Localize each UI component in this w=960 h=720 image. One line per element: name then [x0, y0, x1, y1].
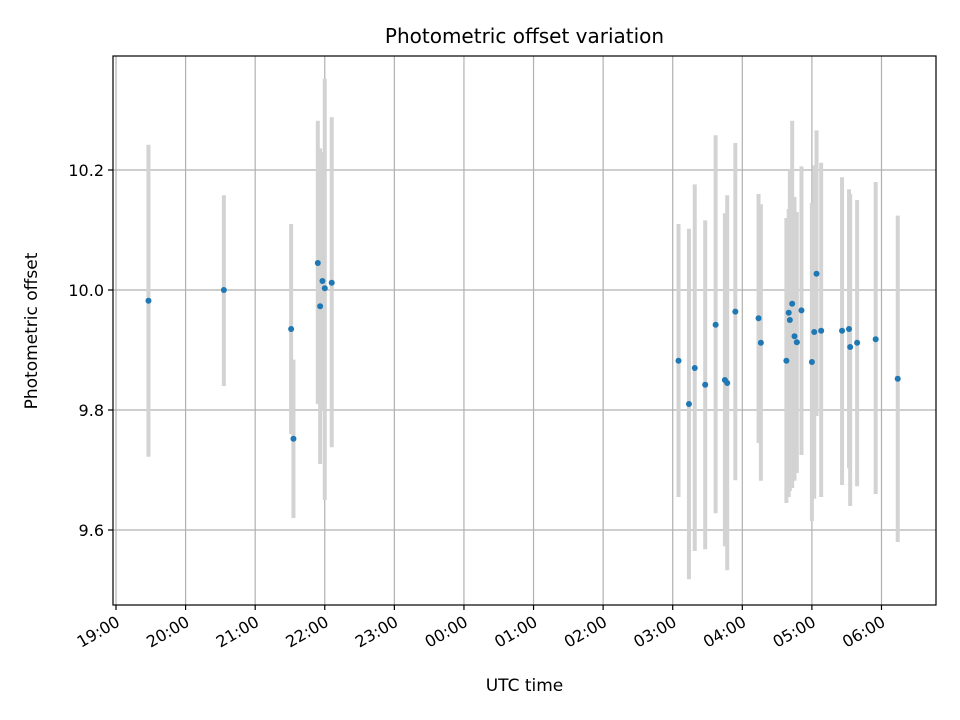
data-point: [791, 333, 798, 340]
data-point: [757, 339, 764, 346]
data-point: [755, 315, 762, 322]
data-point: [712, 321, 719, 328]
data-point: [839, 327, 846, 334]
y-tick-label: 9.8: [79, 401, 104, 420]
data-point: [145, 297, 152, 304]
data-point: [328, 279, 335, 286]
chart-title: Photometric offset variation: [385, 24, 664, 48]
data-point: [872, 336, 879, 343]
data-point: [846, 326, 853, 332]
data-point: [808, 359, 815, 365]
data-point: [732, 308, 739, 315]
data-point: [317, 303, 324, 310]
data-point: [785, 309, 792, 316]
y-tick-label: 9.6: [79, 521, 104, 540]
x-axis-label: UTC time: [486, 676, 564, 696]
data-point: [702, 381, 709, 388]
y-tick-label: 10.0: [68, 281, 104, 300]
data-point: [691, 365, 698, 371]
data-point: [798, 307, 805, 314]
y-axis-ticks: 9.6 9.8 10.0 10.2: [68, 161, 113, 540]
data-point: [847, 344, 854, 350]
data-point: [894, 375, 901, 382]
data-point: [811, 329, 818, 335]
data-point: [724, 380, 731, 386]
data-point: [786, 317, 793, 323]
y-axis-label: Photometric offset: [22, 252, 42, 409]
data-point: [818, 327, 825, 334]
data-point: [789, 300, 796, 307]
data-point: [685, 401, 692, 407]
data-point: [321, 285, 328, 292]
y-tick-label: 10.2: [68, 161, 104, 180]
data-point: [675, 357, 682, 364]
data-point: [793, 339, 800, 346]
data-point: [314, 260, 321, 266]
data-point: [288, 326, 295, 332]
data-point: [319, 278, 326, 284]
plot-frame: [112, 55, 937, 606]
data-point: [290, 435, 297, 442]
data-point: [813, 270, 820, 277]
data-points: [145, 260, 901, 442]
data-point: [783, 357, 790, 364]
data-point: [854, 339, 861, 346]
data-point: [220, 287, 227, 293]
